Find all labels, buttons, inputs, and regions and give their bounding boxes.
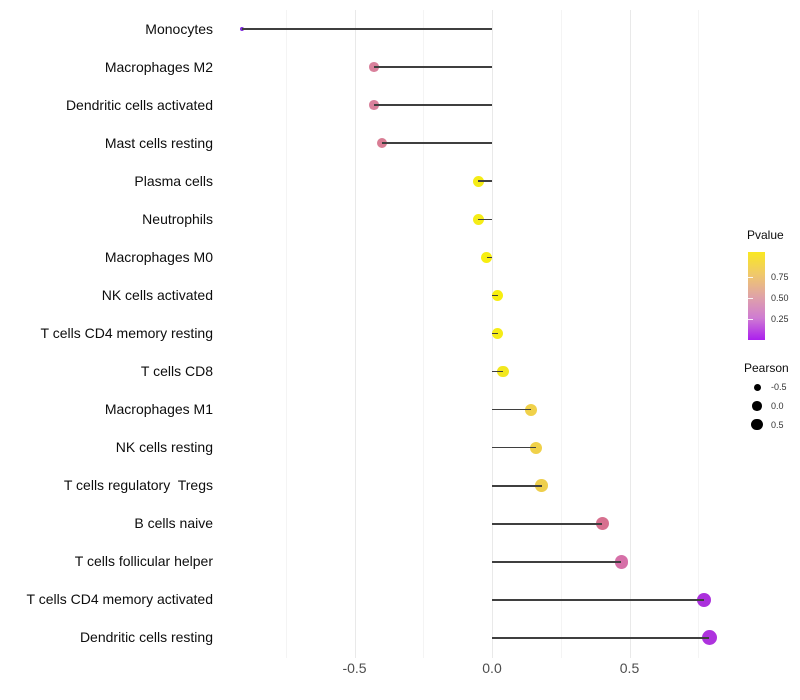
y-axis-label: T cells regulatory Tregs xyxy=(63,477,213,494)
lollipop-stem xyxy=(373,66,492,68)
data-point xyxy=(530,441,542,454)
pvalue-tick-mark xyxy=(748,318,753,320)
gridline-minor xyxy=(423,10,425,658)
data-point xyxy=(595,517,609,531)
y-axis-label: T cells CD4 memory activated xyxy=(26,591,213,608)
y-axis-label: Plasma cells xyxy=(134,172,213,189)
pearson-size-label: 0.0 xyxy=(771,401,784,411)
y-axis-label: T cells follicular helper xyxy=(74,553,213,570)
gridline-minor xyxy=(698,10,700,658)
data-point xyxy=(492,289,503,301)
pvalue-tick-mark xyxy=(748,276,753,278)
pvalue-tick-label: 0.25 xyxy=(771,313,789,324)
y-axis-label: Monocytes xyxy=(145,20,213,37)
x-axis-tick-label: 0.5 xyxy=(619,660,640,676)
lollipop-stem xyxy=(478,218,492,221)
lollipop-stem xyxy=(492,446,536,449)
pearson-legend-title: Pearson xyxy=(744,361,789,375)
y-axis-label: Neutrophils xyxy=(142,210,213,227)
data-point xyxy=(524,403,537,416)
lollipop-stem xyxy=(382,142,492,144)
lollipop-stem xyxy=(492,599,704,601)
lollipop-stem xyxy=(492,637,710,639)
pvalue-gradient-bar xyxy=(748,252,765,340)
y-axis-label: NK cells activated xyxy=(101,286,213,303)
lollipop-stem xyxy=(492,408,531,411)
gridline-major xyxy=(629,10,631,658)
pearson-size-label: 0.5 xyxy=(771,419,784,430)
pvalue-tick-label: 0.50 xyxy=(771,292,789,303)
data-point xyxy=(701,630,717,646)
data-point xyxy=(614,555,628,569)
lollipop-stem xyxy=(492,561,622,563)
y-axis-label: T cells CD4 memory resting xyxy=(40,324,213,341)
lollipop-stem xyxy=(492,522,602,525)
data-point xyxy=(497,365,509,378)
gridline-minor xyxy=(285,10,287,658)
x-axis-tick-label: -0.5 xyxy=(342,660,367,676)
data-point xyxy=(696,592,711,608)
pvalue-tick-mark xyxy=(748,297,753,299)
lollipop-stem xyxy=(492,294,498,297)
lollipop-stem xyxy=(373,104,492,106)
pearson-size-dot xyxy=(751,418,763,431)
pearson-size-label: -0.5 xyxy=(771,382,787,392)
lollipop-stem xyxy=(492,484,542,487)
lollipop-stem xyxy=(486,256,492,259)
y-axis-label: T cells CD8 xyxy=(140,363,213,380)
pvalue-tick-label: 0.75 xyxy=(771,271,789,282)
y-axis-label: Macrophages M2 xyxy=(104,58,213,75)
y-axis-label: Macrophages M1 xyxy=(104,401,213,418)
y-axis-label: NK cells resting xyxy=(115,439,213,456)
y-axis-label: Dendritic cells resting xyxy=(79,629,213,646)
lollipop-stem xyxy=(478,180,492,183)
lollipop-stem xyxy=(241,28,492,30)
y-axis-label: Mast cells resting xyxy=(104,134,213,151)
y-axis-label: Dendritic cells activated xyxy=(65,96,213,113)
pearson-size-dot xyxy=(752,401,762,411)
y-axis-label: B cells naive xyxy=(134,515,213,532)
data-point xyxy=(492,327,503,339)
data-point xyxy=(535,479,548,492)
gridline-minor xyxy=(560,10,562,658)
pearson-size-dot xyxy=(753,383,761,391)
gridline-major xyxy=(354,10,356,658)
lollipop-stem xyxy=(492,332,498,335)
lollipop-stem xyxy=(492,370,503,373)
pvalue-legend-title: Pvalue xyxy=(747,228,784,242)
x-axis-tick-label: 0.0 xyxy=(482,660,502,676)
y-axis-label: Macrophages M0 xyxy=(104,248,213,265)
